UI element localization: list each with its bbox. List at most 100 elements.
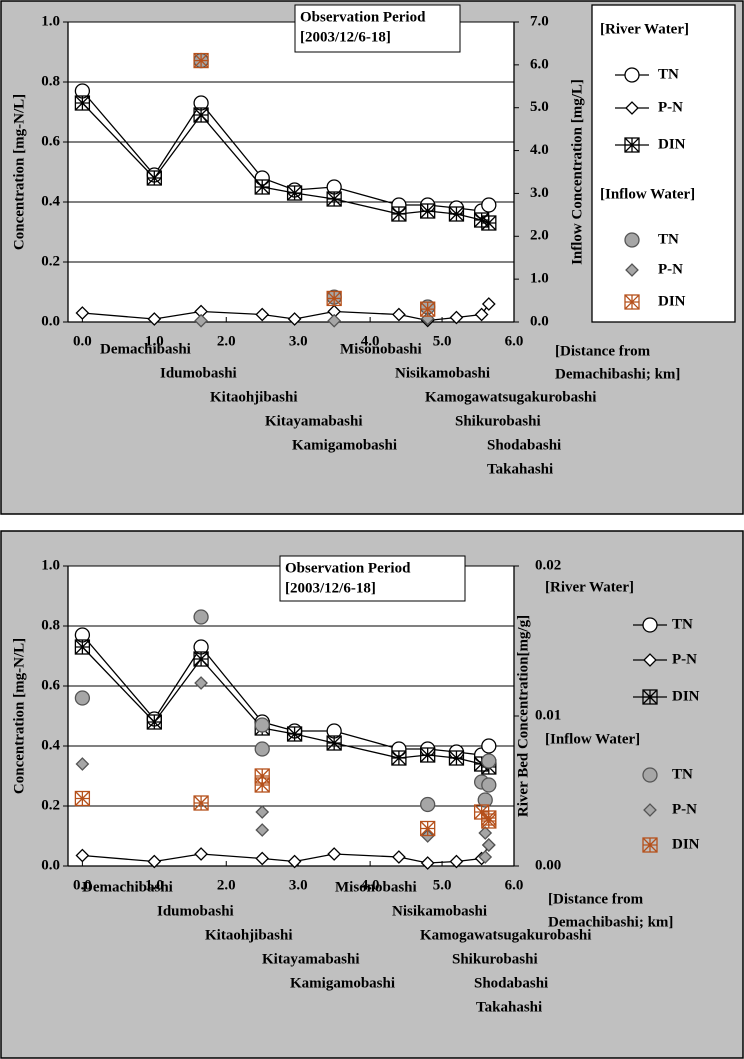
data-point xyxy=(255,805,270,819)
data-point-star xyxy=(287,185,303,201)
data-point xyxy=(481,777,497,793)
data-point-shape xyxy=(327,313,342,328)
data-point-shape xyxy=(75,757,90,771)
data-point-shape xyxy=(254,717,270,733)
data-point-star xyxy=(146,714,162,730)
y2-tick-label: 0.02 xyxy=(535,557,561,573)
data-point-shape xyxy=(392,850,406,864)
data-point xyxy=(194,847,208,861)
data-point-star xyxy=(193,107,209,123)
data-point-shape xyxy=(287,854,302,869)
data-point xyxy=(287,854,302,869)
data-point xyxy=(193,107,209,123)
data-point xyxy=(420,747,436,763)
data-point-shape xyxy=(193,609,209,625)
x-axis-label: Demachibashi; km] xyxy=(555,366,680,382)
data-point-shape xyxy=(481,297,496,311)
data-point-star xyxy=(481,813,497,829)
data-point-star xyxy=(448,206,464,222)
legend-symbol xyxy=(625,263,639,277)
legend-label: P-N xyxy=(672,651,697,667)
data-point xyxy=(74,790,91,807)
data-point-star xyxy=(420,821,436,836)
data-point xyxy=(74,690,91,706)
data-point-star xyxy=(74,791,90,806)
station-label: Shodabashi xyxy=(487,437,561,453)
x-tick-label: 2.0 xyxy=(217,877,236,893)
data-point xyxy=(193,651,209,667)
y-tick-label: 0.6 xyxy=(41,677,60,693)
plot-area xyxy=(68,22,514,322)
data-point-star xyxy=(420,203,436,219)
data-point xyxy=(327,313,342,328)
y-tick-label: 0.6 xyxy=(41,133,60,149)
data-point xyxy=(449,854,464,869)
x-tick-label: 1.0 xyxy=(145,877,164,893)
legend-symbol-shape xyxy=(624,232,640,248)
legend-symbol xyxy=(624,67,640,83)
data-point xyxy=(194,676,208,690)
legend-symbol-shape xyxy=(625,101,639,115)
y-tick-label: 1.0 xyxy=(41,13,60,29)
data-point xyxy=(420,820,436,837)
y2-tick-label: 3.0 xyxy=(530,185,549,201)
chart-title: [2003/12/6-18] xyxy=(300,29,391,45)
y-tick-label: 0.4 xyxy=(41,193,60,209)
x-tick-label: 4.0 xyxy=(361,877,380,893)
data-point xyxy=(326,191,342,207)
data-point-shape xyxy=(194,313,208,328)
data-point xyxy=(286,185,303,201)
data-point-star xyxy=(193,651,209,667)
data-point xyxy=(255,823,270,837)
legend-symbol xyxy=(643,803,657,817)
data-point xyxy=(481,838,496,852)
station-label: Kitaohjibashi xyxy=(210,389,298,405)
data-point-shape xyxy=(481,738,497,754)
chart-title: Observation Period xyxy=(285,560,411,576)
data-point xyxy=(74,639,91,655)
data-point xyxy=(147,854,162,869)
legend-symbol xyxy=(643,653,657,667)
legend-symbol-shape xyxy=(642,767,658,783)
data-point-star xyxy=(254,179,270,195)
data-point xyxy=(255,851,270,866)
data-point-shape xyxy=(74,690,91,706)
data-point xyxy=(194,313,208,328)
data-point xyxy=(478,826,493,840)
legend-label: DIN xyxy=(672,688,700,704)
data-point-star xyxy=(448,750,464,766)
data-point xyxy=(481,215,497,231)
x-tick-label: 2.0 xyxy=(217,333,236,349)
legend-symbol-shape xyxy=(643,653,657,667)
y-tick-label: 0.4 xyxy=(41,737,60,753)
y-tick-label: 0.2 xyxy=(41,797,60,813)
legend-title: [Inflow Water] xyxy=(600,186,695,202)
y2-tick-label: 6.0 xyxy=(530,56,549,72)
data-point-star xyxy=(74,639,90,655)
y-tick-label: 0.0 xyxy=(41,313,60,329)
data-point xyxy=(392,307,406,322)
legend-symbol xyxy=(624,137,640,153)
y-tick-label: 1.0 xyxy=(41,557,60,573)
station-label: Kamogawatsugakurobashi xyxy=(425,389,596,405)
y-axis-label: Concentration [mg-N/L] xyxy=(11,94,27,250)
data-point xyxy=(481,753,497,769)
data-point-star xyxy=(420,747,436,763)
y2-tick-label: 0.01 xyxy=(535,707,561,723)
y2-tick-label: 1.0 xyxy=(530,271,549,287)
station-label: Kamigamobashi xyxy=(290,975,395,991)
data-point-shape xyxy=(194,676,208,690)
legend-label: TN xyxy=(672,616,693,632)
legend-symbol-star xyxy=(624,294,640,310)
data-point-shape xyxy=(477,792,493,808)
data-point-shape xyxy=(255,823,270,837)
legend-symbol xyxy=(642,837,658,853)
legend-symbol xyxy=(624,294,640,310)
x-axis-label: [Distance from xyxy=(555,343,651,359)
data-point-shape xyxy=(481,753,497,769)
data-point-star xyxy=(287,726,303,742)
x-tick-label: 0.0 xyxy=(73,877,92,893)
legend-title: [River Water] xyxy=(545,579,634,595)
legend-symbol xyxy=(624,232,640,248)
